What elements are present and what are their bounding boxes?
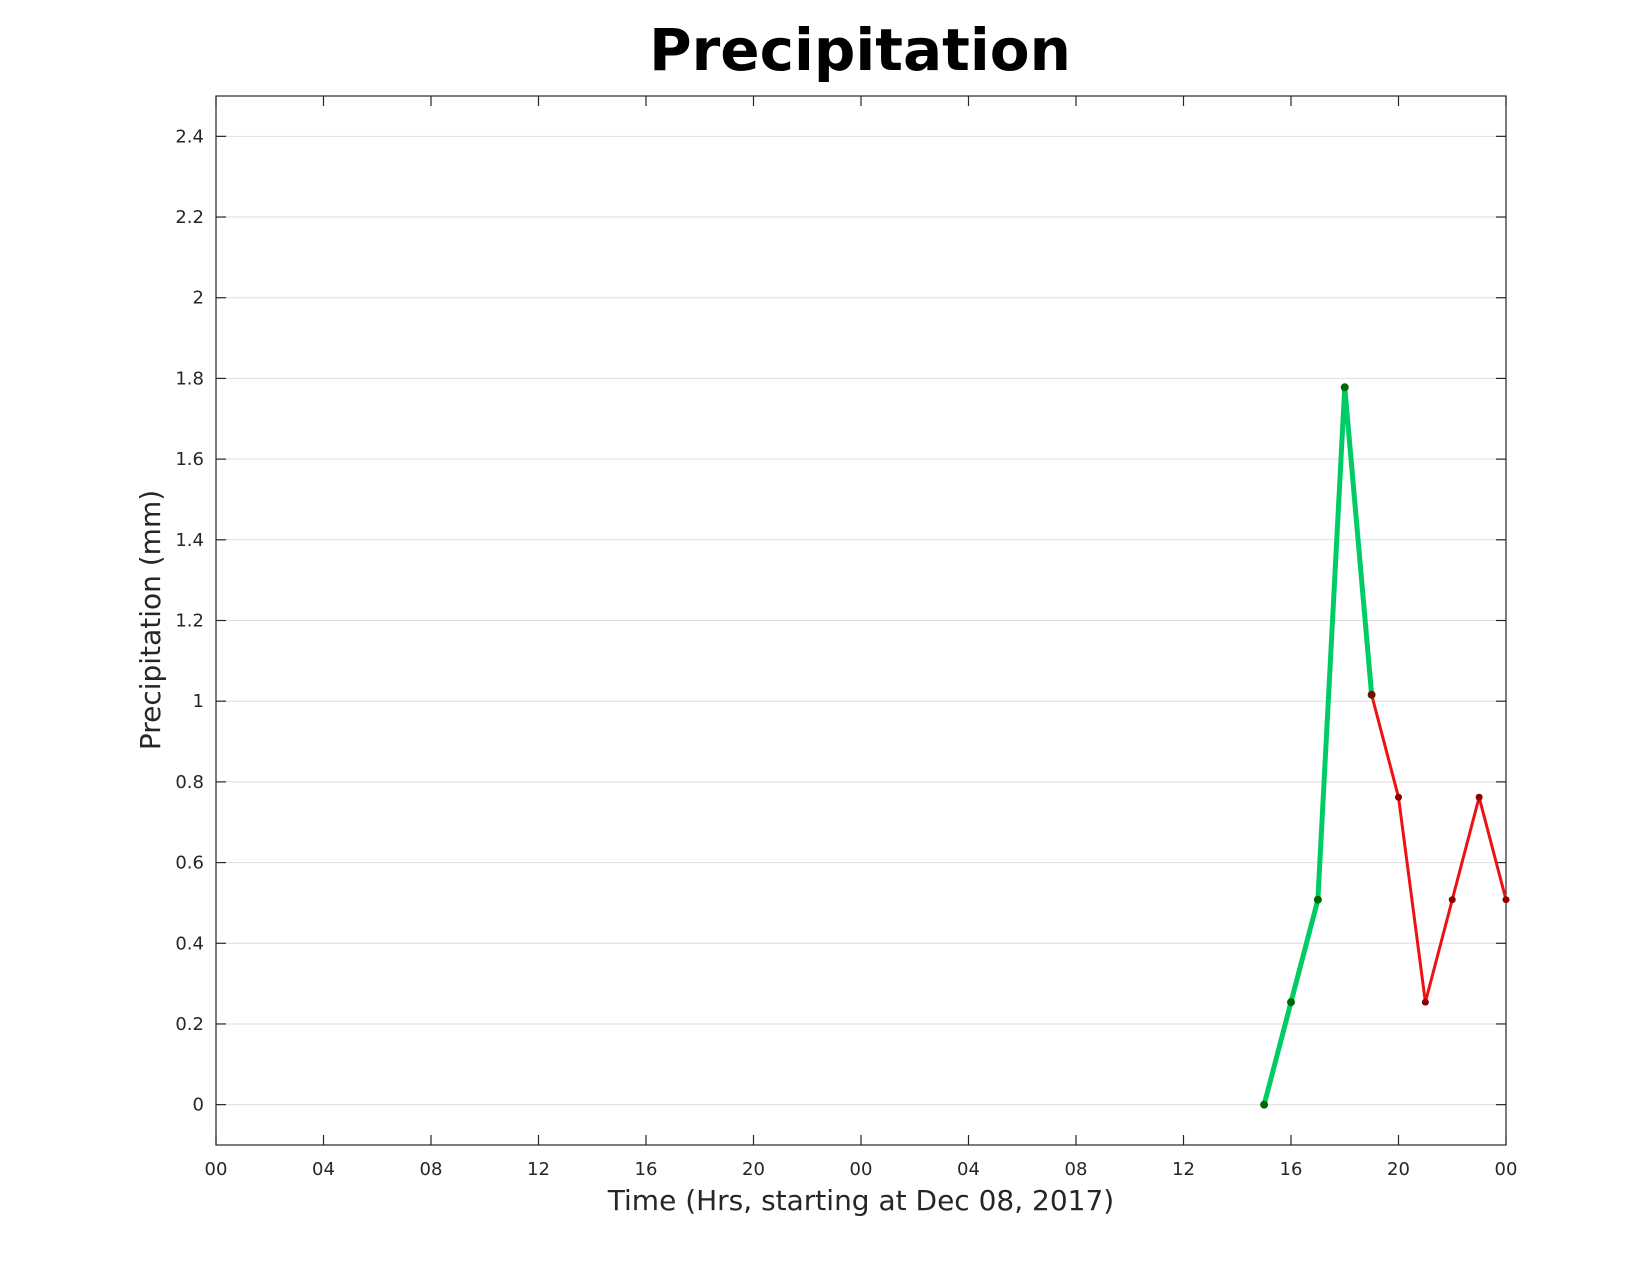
x-tick-label: 00 [205, 1159, 228, 1180]
series-1-point [1287, 998, 1295, 1007]
series-2-point [1502, 896, 1510, 904]
series-2-point [1448, 896, 1456, 904]
x-tick-label: 12 [527, 1159, 550, 1180]
y-tick-label: 1.8 [175, 368, 204, 389]
y-tick-label: 0 [193, 1095, 204, 1116]
x-tick-label: 16 [635, 1159, 658, 1180]
x-tick-label: 00 [850, 1159, 873, 1180]
series-2-point [1475, 793, 1483, 801]
y-tick-label: 1.2 [175, 611, 204, 632]
y-tick-label: 1 [193, 691, 204, 712]
y-axis-label: Precipitation (mm) [134, 490, 167, 750]
y-tick-label: 2.4 [175, 126, 204, 147]
x-tick-label: 08 [1065, 1159, 1088, 1180]
x-tick-label: 04 [312, 1159, 335, 1180]
x-tick-label: 20 [742, 1159, 765, 1180]
y-tick-label: 0.4 [175, 933, 204, 954]
y-tick-label: 2.2 [175, 207, 204, 228]
x-tick-label: 08 [420, 1159, 443, 1180]
x-tick-label: 04 [957, 1159, 980, 1180]
series-2-point [1368, 691, 1376, 699]
grid-lines [216, 135, 1506, 1106]
x-tick-label: 12 [1172, 1159, 1195, 1180]
axis-ticks: 0 0.2 0.4 0.6 0.8 1 1.2 1.4 1.6 1.8 2 2.2 2.4 00 04 08 1… [175, 96, 1517, 1180]
series-2-point [1421, 998, 1429, 1006]
series-1-point [1260, 1100, 1269, 1109]
series-1-line [1261, 384, 1375, 1108]
series-2-point [1395, 793, 1402, 801]
series-layer [1260, 383, 1510, 1109]
y-tick-label: 1.4 [175, 530, 204, 551]
y-tick-label: 1.6 [175, 449, 204, 470]
y-tick-label: 0.8 [175, 772, 204, 793]
series-1-point [1313, 895, 1322, 904]
series-2-line [1370, 693, 1508, 1004]
x-tick-label: 00 [1495, 1159, 1518, 1180]
series-1-point [1340, 383, 1349, 392]
y-tick-label: 2 [193, 288, 204, 309]
x-tick-label: 20 [1387, 1159, 1410, 1180]
x-tick-label: 16 [1280, 1159, 1303, 1180]
chart-title: Precipitation [649, 16, 1071, 84]
y-tick-label: 0.6 [175, 853, 204, 874]
y-tick-label: 0.2 [175, 1014, 204, 1035]
x-axis-label: Time (Hrs, starting at Dec 08, 2017) [607, 1184, 1114, 1217]
